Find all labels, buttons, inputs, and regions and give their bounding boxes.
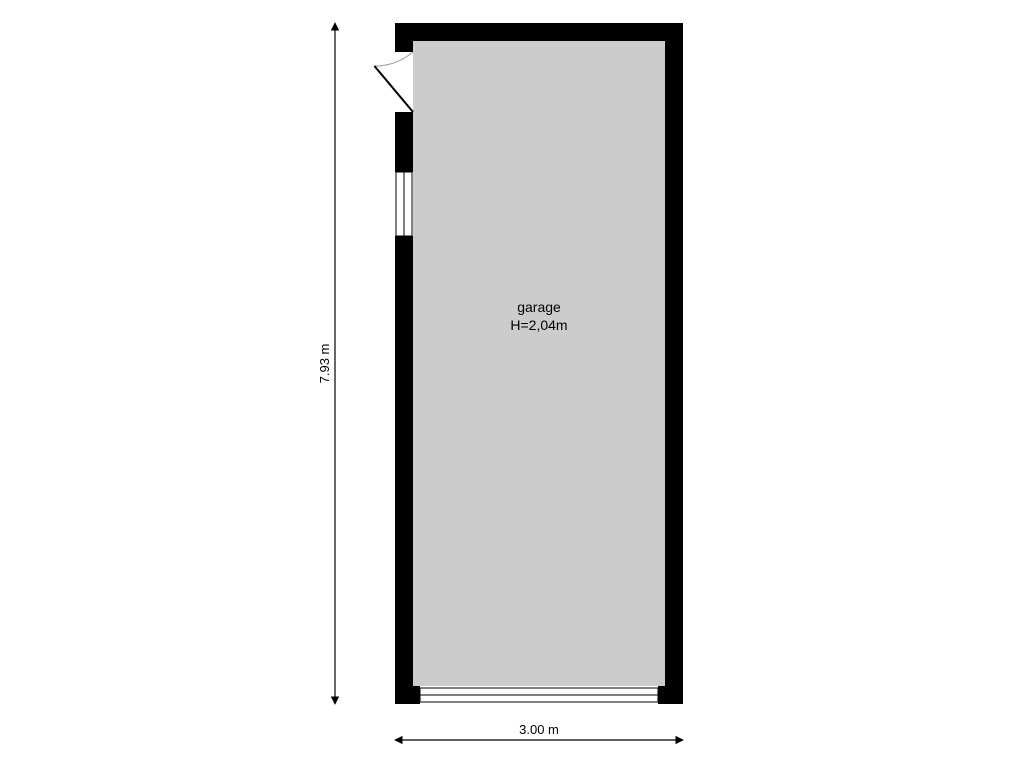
door-swing: [374, 52, 413, 112]
window-left: [396, 172, 412, 236]
garage-door-opening: [420, 688, 658, 702]
svg-text:7.93 m: 7.93 m: [317, 344, 332, 384]
dimension-vertical: 7.93 m: [317, 23, 335, 704]
room-interior: [413, 41, 665, 686]
room-name-label: garage: [517, 299, 561, 315]
dimension-horizontal: 3.00 m: [395, 722, 683, 740]
floorplan-canvas: garage H=2,04m 7.93 m 3.00 m: [0, 0, 1024, 768]
room-height-label: H=2,04m: [510, 317, 567, 333]
svg-text:3.00 m: 3.00 m: [519, 722, 559, 737]
